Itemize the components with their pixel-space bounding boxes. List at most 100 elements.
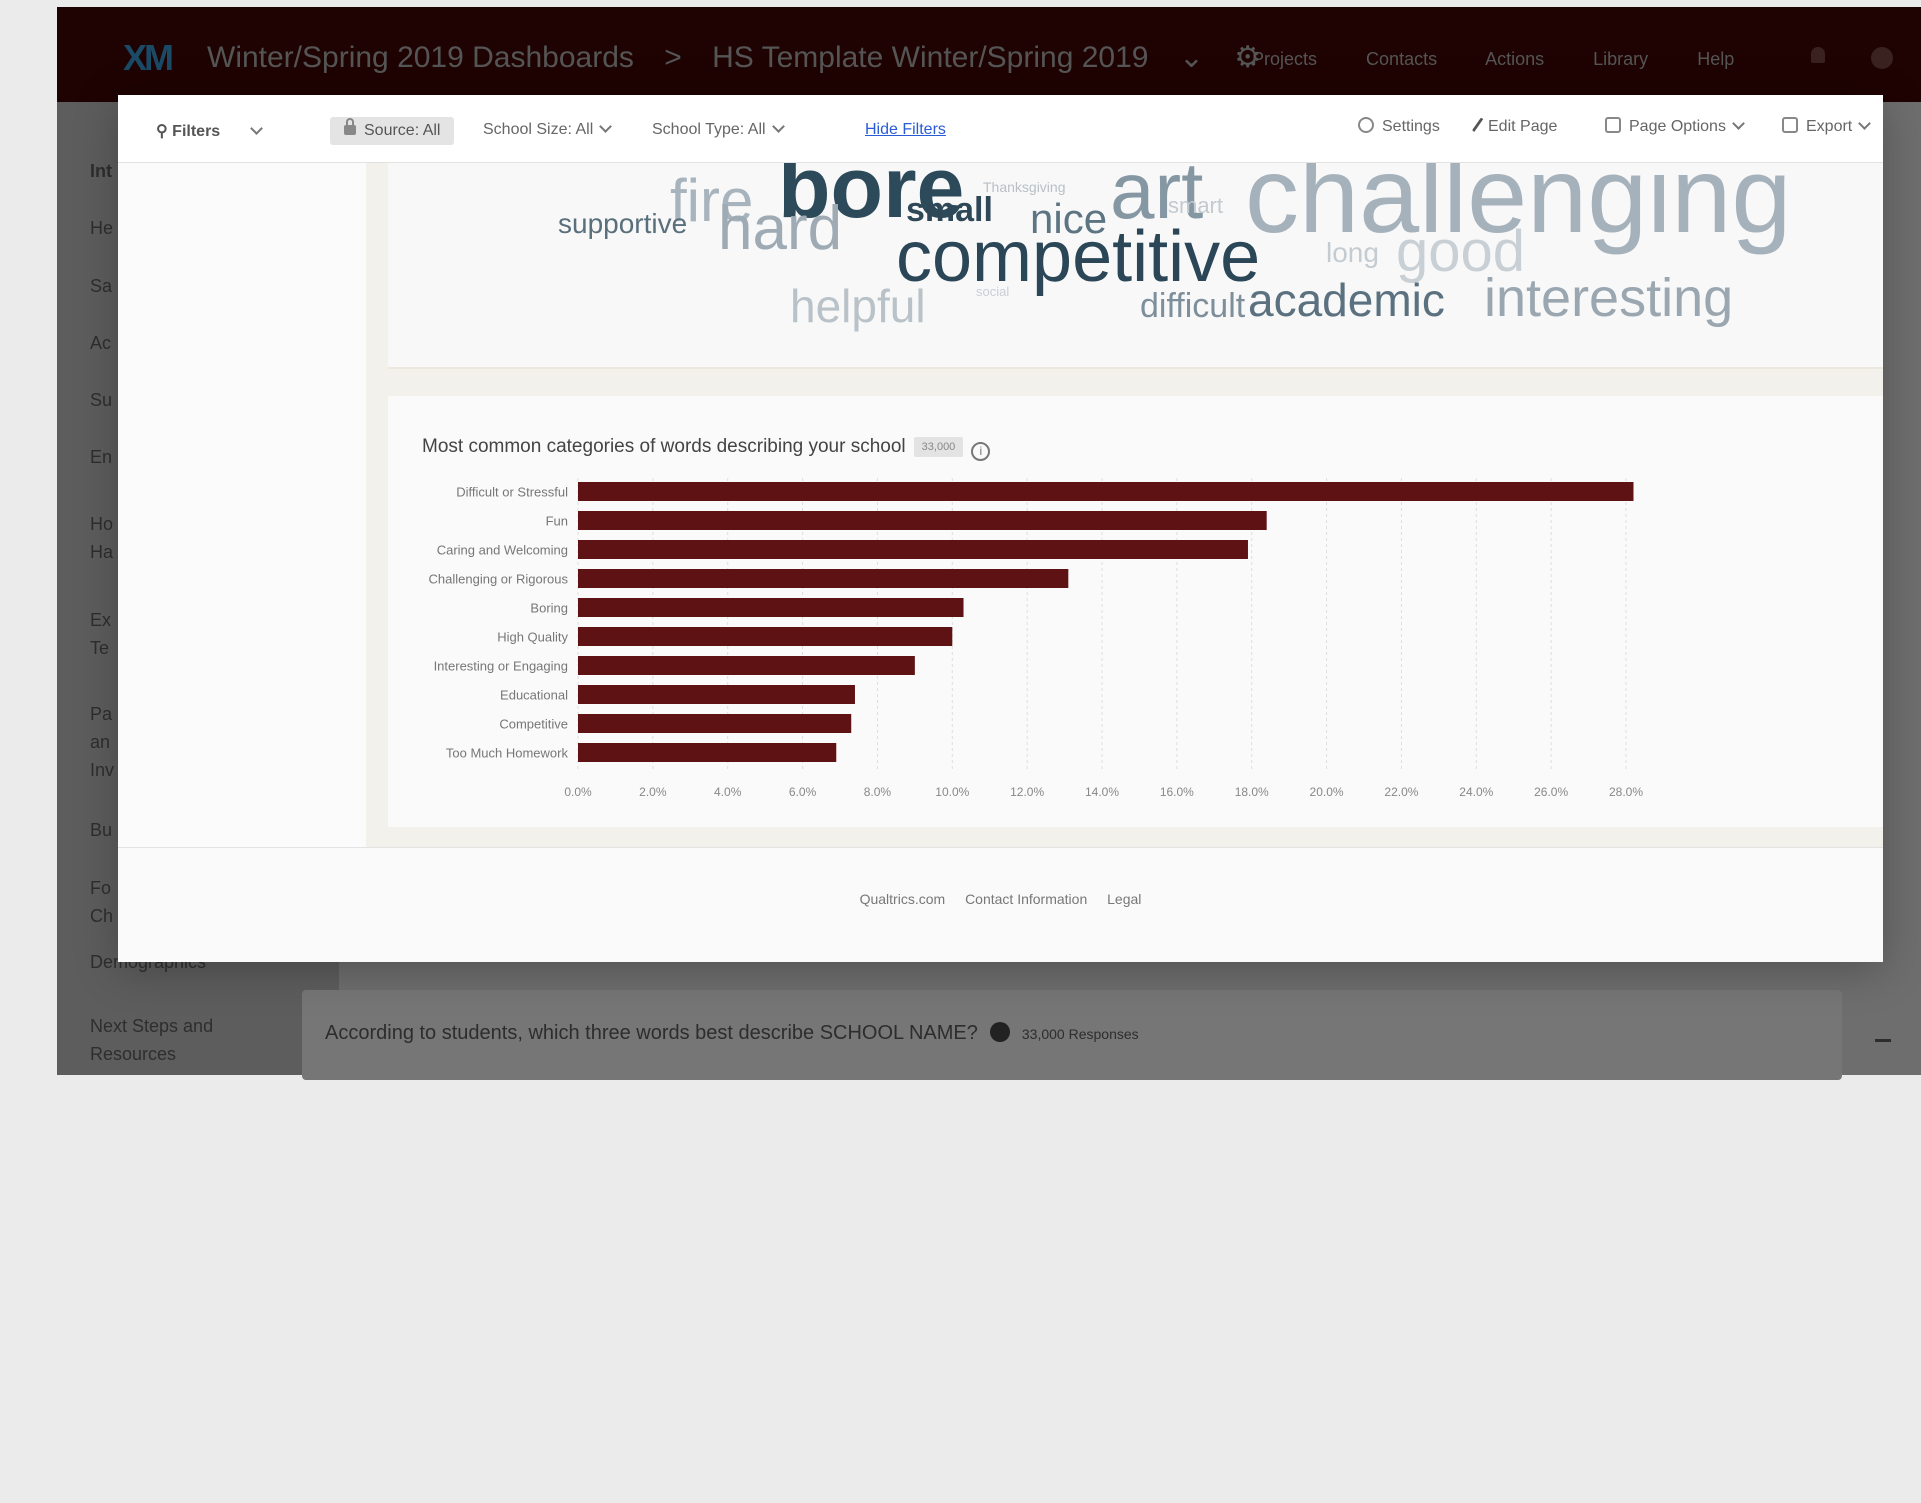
x-tick-label: 2.0% [639,785,667,799]
x-tick-label: 24.0% [1459,785,1493,799]
x-tick-label: 8.0% [864,785,892,799]
source-filter[interactable]: Source: All [330,117,454,145]
xm-logo: XM [123,37,171,79]
word-cloud-word: difficult [1140,289,1245,323]
x-tick-label: 0.0% [564,785,592,799]
chevron-down-icon [1858,117,1871,130]
page-footer: Qualtrics.com Contact Information Legal [118,847,1883,962]
info-icon[interactable] [990,1022,1010,1042]
edit-page-button[interactable]: Edit Page [1476,117,1557,136]
sidebar-item[interactable]: Ex Te [90,606,120,662]
modal-left-panel [118,163,366,847]
chevron-down-icon [772,120,785,133]
category-label: Boring [530,601,568,616]
nav-help[interactable]: Help [1697,49,1734,69]
responses-badge: 33,000 [914,437,964,457]
chart-title: Most common categories of words describi… [422,436,990,461]
bar [578,540,1248,559]
school-type-filter[interactable]: School Type: All [652,121,783,139]
sidebar-item[interactable]: Ho Ha [90,510,120,566]
chevron-right-icon: > [664,41,682,74]
word-cloud-widget: fire bore Thanksgiving art challenging s… [388,163,1883,369]
word-cloud-word: supportive [558,210,687,238]
chevron-down-icon [1732,117,1745,130]
x-tick-label: 22.0% [1384,785,1418,799]
pencil-icon [1472,117,1484,132]
dashboard-content: fire bore Thanksgiving art challenging s… [366,163,1883,847]
lock-icon [344,125,356,135]
bar [578,656,915,675]
word-cloud-word: helpful [790,283,926,329]
x-tick-label: 10.0% [935,785,969,799]
category-label: High Quality [497,630,568,645]
x-tick-label: 6.0% [789,785,817,799]
responses-count: 33,000 Responses [1022,1026,1139,1042]
bar [578,743,836,762]
bar [578,598,964,617]
question-text: According to students, which three words… [325,1022,1139,1045]
breadcrumb-project[interactable]: HS Template Winter/Spring 2019 [712,41,1148,74]
footer-link-legal[interactable]: Legal [1107,891,1141,907]
x-tick-label: 12.0% [1010,785,1044,799]
top-navigation-bar: XM Winter/Spring 2019 Dashboards > HS Te… [57,7,1921,102]
hide-filters-link[interactable]: Hide Filters [865,121,946,139]
x-tick-label: 20.0% [1310,785,1344,799]
chevron-down-icon [250,122,263,135]
category-label: Educational [500,688,568,703]
word-cloud-word: competitive [896,221,1260,293]
category-label: Competitive [499,717,568,732]
sidebar-item[interactable]: Fo Ch [90,874,120,930]
bar [578,714,851,733]
gear-icon [1358,117,1374,133]
x-tick-label: 26.0% [1534,785,1568,799]
settings-button[interactable]: Settings [1358,117,1440,136]
nav-library[interactable]: Library [1593,49,1648,69]
word-cloud-word: Thanksgiving [983,180,1066,194]
filters-button[interactable]: ⚲ Filters [156,121,261,141]
footer-link-contact[interactable]: Contact Information [965,891,1087,907]
global-nav: Projects Contacts Actions Library Help [1252,49,1778,70]
page-icon [1605,117,1621,133]
bar [578,569,1068,588]
bar-chart: 0.0% 2.0% 4.0% 6.0% 8.0% 10.0% 12.0% 14.0% 16.0%… [388,476,1883,816]
download-icon[interactable] [1875,1024,1891,1042]
export-button[interactable]: Export [1782,117,1869,136]
x-tick-label: 14.0% [1085,785,1119,799]
bar-chart-widget: Most common categories of words describi… [388,396,1883,827]
bar [578,685,855,704]
bar [578,511,1267,530]
category-label: Fun [546,514,568,529]
school-size-filter[interactable]: School Size: All [483,121,610,139]
filter-icon: ⚲ [156,123,172,140]
filter-bar: ⚲ Filters Source: All School Size: All S… [118,95,1883,163]
category-label: Challenging or Rigorous [429,572,569,587]
bar [578,627,952,646]
x-tick-label: 28.0% [1609,785,1643,799]
category-label: Interesting or Engaging [434,659,568,674]
page-options-button[interactable]: Page Options [1605,117,1743,136]
chevron-down-icon [599,120,612,133]
sidebar-item-next-steps[interactable]: Next Steps and Resources [90,1012,240,1068]
info-icon[interactable]: i [971,442,990,461]
category-label: Difficult or Stressful [456,485,568,500]
word-cloud-word: smart [1168,195,1223,217]
chevron-down-icon[interactable]: ⌄ [1179,41,1204,74]
bar [578,482,1633,501]
nav-contacts[interactable]: Contacts [1366,49,1437,69]
word-cloud-word: academic [1248,277,1445,323]
word-cloud-word: long [1326,239,1379,267]
category-label: Caring and Welcoming [437,543,568,558]
user-account-icon[interactable] [1871,47,1893,69]
notification-bell-icon[interactable] [1811,47,1825,63]
word-cloud-word: interesting [1484,271,1733,325]
x-tick-label: 18.0% [1235,785,1269,799]
nav-actions[interactable]: Actions [1485,49,1544,69]
breadcrumb-dashboards[interactable]: Winter/Spring 2019 Dashboards [207,41,634,74]
word-cloud-word: hard [718,198,842,260]
x-tick-label: 16.0% [1160,785,1194,799]
footer-link-qualtrics[interactable]: Qualtrics.com [860,891,946,907]
sidebar-item[interactable]: Pa an Inv [90,700,120,784]
dashboard-page-modal: ⚲ Filters Source: All School Size: All S… [118,95,1883,962]
nav-projects[interactable]: Projects [1252,49,1317,69]
x-tick-label: 4.0% [714,785,742,799]
